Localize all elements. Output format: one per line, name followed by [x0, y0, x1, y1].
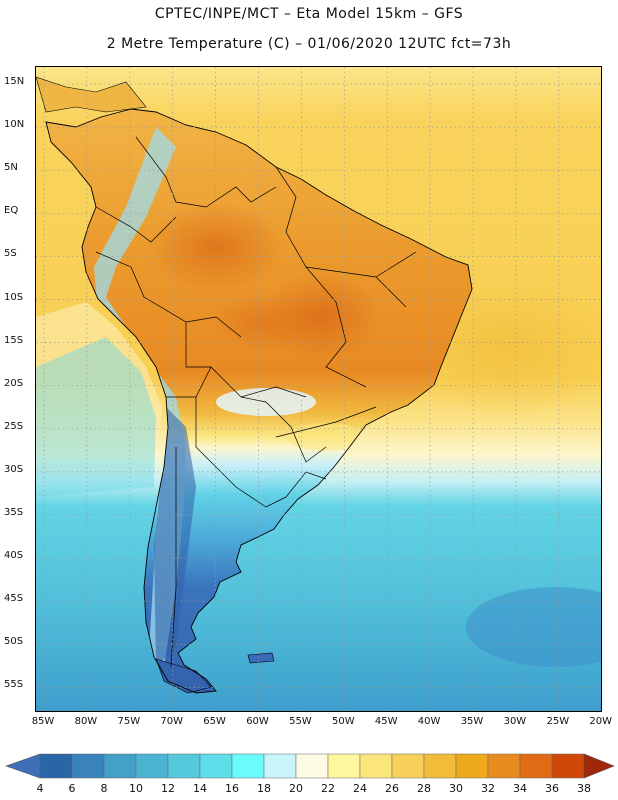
colorbar-label: 20	[289, 782, 303, 795]
colorbar-cell	[423, 753, 457, 779]
colorbar-cell	[391, 753, 425, 779]
colorbar-label: 18	[257, 782, 271, 795]
lat-tick: 20S	[4, 377, 24, 389]
colorbar-cell	[455, 753, 489, 779]
colorbar-label: 12	[161, 782, 175, 795]
colorbar-label: 14	[193, 782, 207, 795]
colorbar-over-arrow	[583, 753, 615, 779]
colorbar-cell	[359, 753, 393, 779]
colorbar-label: 8	[100, 782, 108, 795]
lat-lon-grid	[36, 67, 601, 711]
lat-tick: 10S	[4, 291, 24, 303]
colorbar-label: 24	[353, 782, 367, 795]
lat-tick: 45S	[4, 593, 24, 605]
colorbar-cell	[71, 753, 105, 779]
lon-tick: 50W	[331, 716, 355, 727]
colorbar-cell	[167, 753, 201, 779]
central-america	[36, 76, 147, 113]
colorbar-cell	[327, 753, 361, 779]
lat-tick: 25S	[4, 420, 24, 432]
lon-tick: 80W	[74, 716, 98, 727]
colorbar-label: 4	[36, 782, 44, 795]
lon-tick: 65W	[203, 716, 226, 727]
colorbar-cell	[39, 753, 73, 779]
colorbar-label: 38	[577, 782, 591, 795]
lon-tick: 45W	[374, 716, 398, 727]
colorbar-cell	[135, 753, 169, 779]
temperature-map	[35, 66, 602, 712]
lat-tick: 55S	[4, 679, 24, 691]
colorbar-label: 22	[321, 782, 335, 795]
colorbar-cell	[551, 753, 585, 779]
lat-tick: EQ	[4, 205, 19, 217]
lon-tick: 30W	[503, 716, 527, 727]
colorbar-label: 36	[545, 782, 559, 795]
lat-tick: 10N	[4, 119, 25, 131]
lat-tick: 5S	[4, 248, 17, 260]
colorbar-label: 26	[385, 782, 399, 795]
colorbar-label: 16	[225, 782, 239, 795]
title-variable: 2 Metre Temperature (C) – 01/06/2020 12U…	[106, 36, 512, 52]
colorbar-cell	[295, 753, 329, 779]
lon-tick: 75W	[117, 716, 141, 727]
colorbar-label: 34	[513, 782, 527, 795]
colorbar-cell	[199, 753, 233, 779]
lon-tick: 40W	[417, 716, 441, 727]
colorbar-cell	[487, 753, 521, 779]
lat-tick: 40S	[4, 550, 24, 562]
lon-tick: 25W	[546, 716, 570, 727]
colorbar-label: 6	[68, 782, 76, 795]
lon-tick: 60W	[246, 716, 269, 727]
colorbar	[5, 753, 615, 779]
colorbar-label: 32	[481, 782, 495, 795]
title-model: CPTEC/INPE/MCT – Eta Model 15km – GFS	[154, 6, 464, 22]
colorbar-cell	[103, 753, 137, 779]
colorbar-cell	[519, 753, 553, 779]
lat-tick: 5N	[4, 162, 18, 174]
colorbar-label: 28	[417, 782, 431, 795]
colorbar-cell	[231, 753, 265, 779]
colorbar-under-arrow	[5, 753, 41, 779]
lat-tick: 30S	[4, 463, 24, 475]
lon-tick: 20W	[589, 716, 612, 727]
colorbar-label: 30	[449, 782, 463, 795]
colorbar-cell	[263, 753, 297, 779]
lat-tick: 15N	[4, 76, 25, 87]
lat-tick: 15S	[4, 334, 24, 346]
lon-tick: 55W	[289, 716, 312, 727]
lon-tick: 70W	[160, 716, 183, 727]
lat-tick: 50S	[4, 636, 24, 648]
country-borders	[95, 136, 417, 668]
map-canvas	[36, 67, 601, 711]
lon-tick: 35W	[460, 716, 484, 727]
colorbar-label: 10	[129, 782, 143, 795]
coastline	[45, 108, 473, 694]
lon-tick: 85W	[31, 716, 55, 727]
falkland-islands	[247, 652, 275, 664]
lat-tick: 35S	[4, 507, 24, 518]
